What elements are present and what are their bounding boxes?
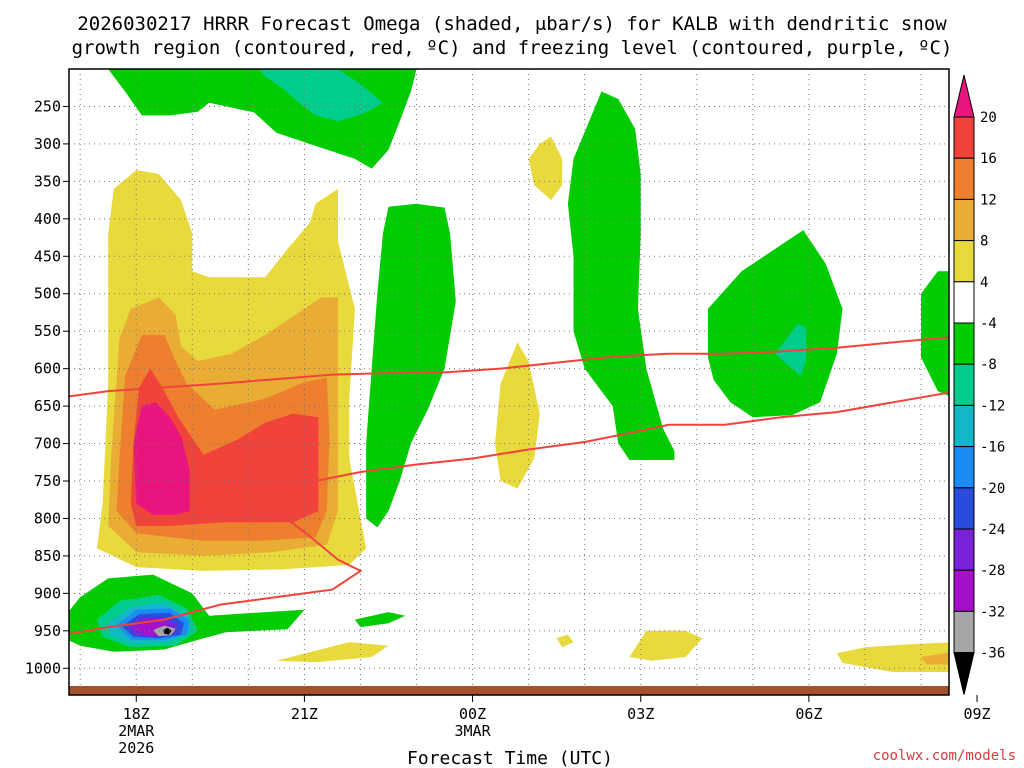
colorbar-segment-neg24_to_neg20 [953,487,975,530]
y-tick-label-600: 600 [34,360,61,378]
omega-region-10-28 [921,652,949,665]
colorbar-segment-8_to_12 [953,198,975,242]
x-tick-label-09Z: 09Z [963,705,990,723]
y-tick-label-1000: 1000 [25,659,61,677]
y-tick-label-850: 850 [34,547,61,565]
omega-region-neg6-0 [69,69,417,169]
omega-region-6-24 [276,642,389,663]
colorbar-label-neg4: -4 [980,316,997,332]
omega-region-neg6-4 [708,230,843,418]
y-tick-label-450: 450 [34,247,61,265]
dgz-contour-line-1 [69,391,949,635]
colorbar-top-arrow [953,74,975,118]
y-tick-label-550: 550 [34,322,61,340]
x-tick-sublabel-2026: 2026 [118,739,154,757]
x-tick-sublabel-2MAR: 2MAR [118,722,155,740]
colorbar-label-4: 4 [980,275,988,291]
y-tick-label-250: 250 [34,97,61,115]
plot-frame [68,68,950,696]
colorbar-label-12: 12 [980,192,997,208]
colorbar-segment-neg8_to_neg4 [953,322,975,365]
colorbar-segment-neg32_to_neg28 [953,569,975,612]
y-tick-label-800: 800 [34,509,61,527]
x-tick-label-18Z: 18Z [123,705,150,723]
omega-region-22-21 [133,402,190,515]
colorbar-bottom-arrow [953,652,975,695]
colorbar-segment-16_to_20 [953,116,975,159]
gridlines [69,69,949,687]
colorbar-segment-neg4_to_4 [953,281,975,324]
y-tick-label-750: 750 [34,472,61,490]
colorbar-label-neg16: -16 [980,440,1005,456]
colorbar-label-16: 16 [980,151,997,167]
omega-region-6-22 [495,342,540,489]
x-tick-label-00Z: 00Z [459,705,486,723]
y-tick-label-650: 650 [34,397,61,415]
colorbar-segment-neg12_to_neg8 [953,363,975,406]
y-tick-label-400: 400 [34,210,61,228]
dgz-contour-line-0 [69,336,949,398]
chart-title-line-1: 2026030217 HRRR Forecast Omega (shaded, … [77,13,947,35]
ground-terrain-band [69,686,949,695]
x-tick-sublabel-3MAR: 3MAR [455,722,492,740]
colorbar-label-neg32: -32 [980,604,1005,620]
x-tick-label-06Z: 06Z [795,705,822,723]
site-credit: coolwx.com/models [873,748,1016,764]
y-tick-label-350: 350 [34,172,61,190]
colorbar-label-8: 8 [980,234,988,250]
y-tick-label-500: 500 [34,285,61,303]
colorbar-segment-4_to_8 [953,240,975,283]
omega-shading [69,69,949,672]
omega-region-neg6-2 [366,203,456,528]
colorbar-legend: 20 16 12 8 4 -4 -8 -12 -16 -20 -24 -28 -32 -36 [953,74,1005,695]
x-tick-label-21Z: 21Z [291,705,318,723]
omega-region-neg38-16 [163,627,172,635]
colorbar-label-neg8: -8 [980,357,997,373]
x-tick-label-03Z: 03Z [627,705,654,723]
chart-title-line-2: growth region (contoured, red, ºC) and f… [72,37,953,59]
dendritic-growth-contours [69,336,949,635]
omega-region-neg6-3 [567,91,675,460]
x-axis-label: Forecast Time (UTC) [407,748,613,768]
colorbar-label-neg12: -12 [980,398,1005,414]
colorbar-segment-neg20_to_neg16 [953,446,975,489]
colorbar-label-20: 20 [980,110,997,126]
colorbar-segment-neg36_to_neg32 [953,610,975,654]
colorbar-label-neg24: -24 [980,522,1005,538]
y-tick-label-900: 900 [34,584,61,602]
y-axis: 250 300 350 400 450 500 550 600 650 700 750 800 850 9… [25,97,69,677]
y-tick-label-950: 950 [34,622,61,640]
y-tick-label-700: 700 [34,435,61,453]
omega-region-6-23 [528,136,563,201]
omega-region-neg6-8 [354,612,406,628]
colorbar-segment-neg16_to_neg12 [953,404,975,448]
omega-region-neg6-6 [921,271,949,397]
omega-region-neg10-1 [259,69,383,122]
colorbar-label-neg20: -20 [980,481,1005,497]
colorbar-segment-neg28_to_neg24 [953,528,975,571]
colorbar-label-neg28: -28 [980,563,1005,579]
y-tick-label-300: 300 [34,135,61,153]
colorbar-segment-12_to_16 [953,157,975,200]
colorbar-label-neg36: -36 [980,646,1005,662]
omega-region-6-25 [556,634,574,648]
omega-region-6-26 [629,630,703,661]
